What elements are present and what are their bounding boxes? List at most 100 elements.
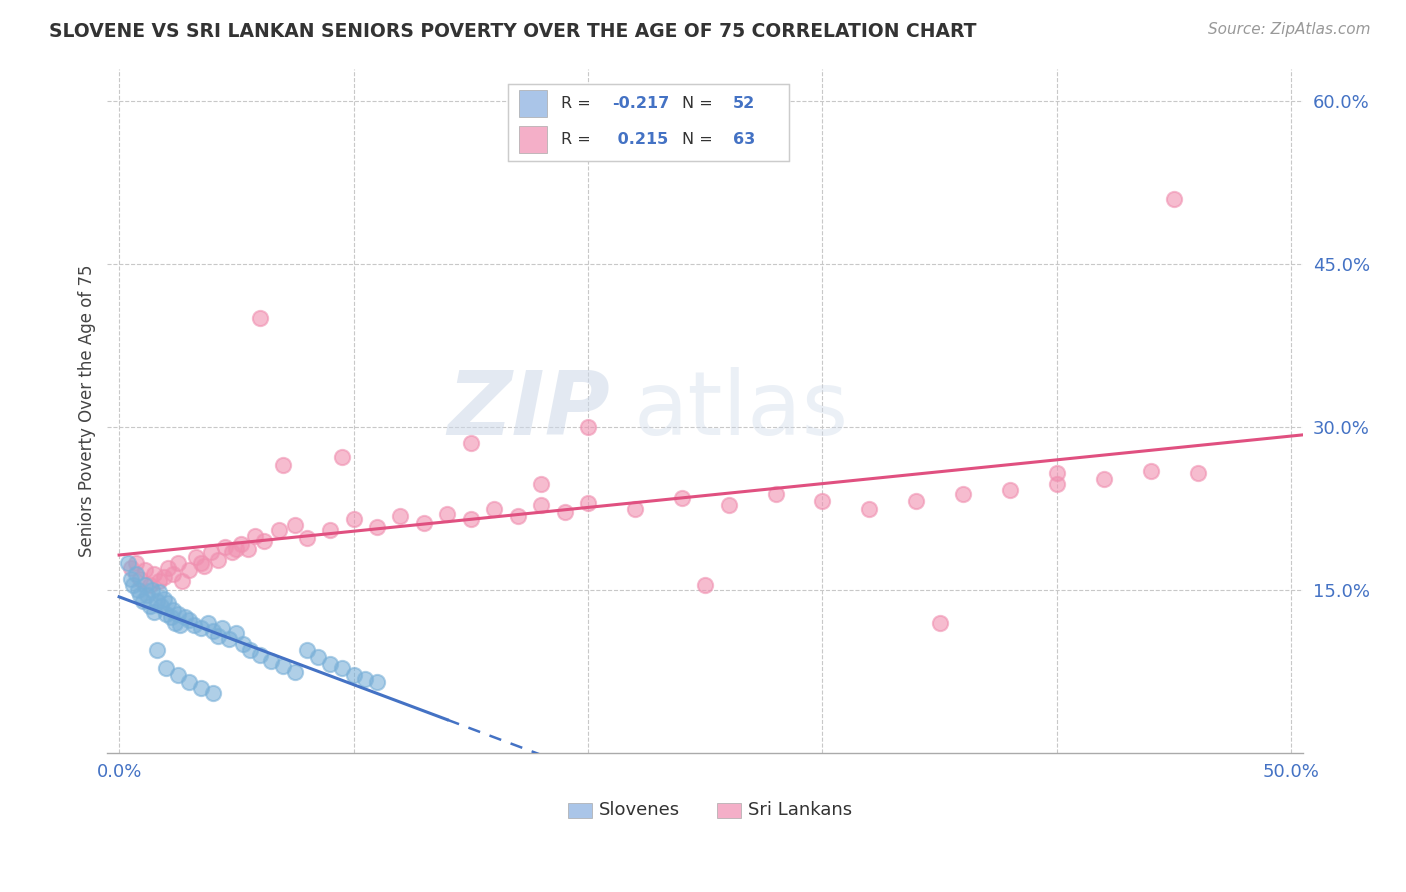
- Point: [271, 659, 294, 673]
- Point: [127, 582, 149, 597]
- Point: [155, 607, 177, 621]
- Point: [1163, 192, 1185, 206]
- Point: [134, 564, 156, 578]
- Point: [162, 602, 184, 616]
- Point: [284, 665, 307, 679]
- Point: [155, 661, 177, 675]
- Point: [186, 550, 208, 565]
- Point: [179, 614, 201, 628]
- Bar: [717, 803, 741, 818]
- Point: [765, 487, 787, 501]
- Point: [484, 501, 506, 516]
- Point: [131, 594, 153, 608]
- Point: [190, 621, 212, 635]
- Point: [218, 632, 240, 646]
- Point: [307, 650, 329, 665]
- Point: [152, 570, 174, 584]
- Point: [319, 523, 342, 537]
- Point: [225, 626, 247, 640]
- Point: [576, 496, 599, 510]
- Point: [136, 589, 159, 603]
- Point: [1092, 472, 1115, 486]
- Point: [162, 566, 184, 581]
- Point: [201, 686, 224, 700]
- Point: [183, 617, 205, 632]
- Point: [460, 436, 482, 450]
- Point: [157, 596, 180, 610]
- Point: [117, 556, 139, 570]
- Point: [952, 487, 974, 501]
- Point: [243, 529, 266, 543]
- Point: [695, 577, 717, 591]
- Text: atlas: atlas: [634, 368, 849, 454]
- Point: [122, 577, 145, 591]
- Point: [319, 657, 342, 671]
- Point: [1187, 466, 1209, 480]
- Point: [1046, 466, 1069, 480]
- Point: [530, 476, 553, 491]
- Point: [207, 552, 229, 566]
- Point: [200, 545, 222, 559]
- Point: [1046, 476, 1069, 491]
- Point: [229, 537, 252, 551]
- Point: [124, 556, 146, 570]
- Point: [225, 541, 247, 556]
- Point: [190, 681, 212, 695]
- Point: [138, 599, 160, 614]
- Point: [166, 667, 188, 681]
- Point: [249, 648, 271, 663]
- Point: [576, 420, 599, 434]
- Point: [717, 498, 740, 512]
- Bar: [568, 803, 592, 818]
- Text: ZIP: ZIP: [447, 368, 610, 454]
- Point: [143, 605, 166, 619]
- Text: Slovenes: Slovenes: [599, 801, 681, 819]
- Point: [120, 572, 142, 586]
- Point: [143, 566, 166, 581]
- Point: [295, 642, 318, 657]
- Point: [928, 615, 950, 630]
- Point: [145, 594, 167, 608]
- Point: [554, 505, 576, 519]
- Point: [530, 498, 553, 512]
- Point: [284, 517, 307, 532]
- Point: [239, 642, 262, 657]
- Text: Source: ZipAtlas.com: Source: ZipAtlas.com: [1208, 22, 1371, 37]
- Point: [166, 607, 188, 621]
- Point: [179, 564, 201, 578]
- Point: [150, 599, 173, 614]
- Point: [190, 556, 212, 570]
- Point: [152, 591, 174, 606]
- Point: [342, 667, 364, 681]
- Point: [120, 561, 142, 575]
- Point: [165, 615, 187, 630]
- Point: [295, 531, 318, 545]
- Point: [460, 512, 482, 526]
- Point: [201, 624, 224, 639]
- Point: [138, 577, 160, 591]
- Point: [207, 629, 229, 643]
- Point: [166, 556, 188, 570]
- Point: [366, 675, 388, 690]
- Point: [157, 561, 180, 575]
- Point: [169, 617, 191, 632]
- Point: [148, 574, 170, 589]
- Point: [858, 501, 880, 516]
- Point: [172, 574, 194, 589]
- Point: [1139, 463, 1161, 477]
- Point: [436, 507, 458, 521]
- Point: [129, 589, 152, 603]
- Point: [211, 621, 233, 635]
- Point: [159, 610, 181, 624]
- Point: [905, 494, 928, 508]
- Y-axis label: Seniors Poverty Over the Age of 75: Seniors Poverty Over the Age of 75: [79, 265, 96, 557]
- Point: [506, 509, 529, 524]
- Point: [342, 512, 364, 526]
- Point: [221, 545, 243, 559]
- Point: [412, 516, 434, 530]
- Point: [197, 615, 219, 630]
- Point: [998, 483, 1021, 497]
- Point: [134, 577, 156, 591]
- Point: [179, 675, 201, 690]
- Point: [236, 541, 259, 556]
